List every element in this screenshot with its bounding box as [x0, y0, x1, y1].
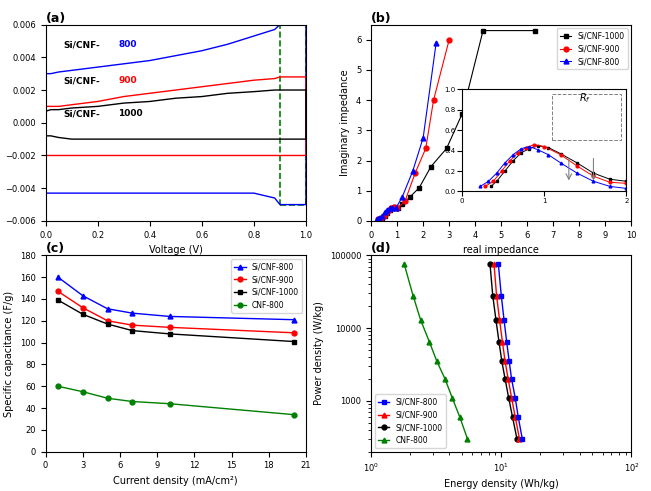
- Si/CNF-1000: [79, 311, 87, 317]
- Line: Si/CNF-1000: Si/CNF-1000: [55, 298, 296, 344]
- SI/CNF-1000: [495, 339, 503, 345]
- SI/CNF-1000: [501, 376, 509, 382]
- Legend: SI/CNF-800, SI/CNF-900, SI/CNF-1000, CNF-800: SI/CNF-800, SI/CNF-900, SI/CNF-1000, CNF…: [375, 394, 446, 448]
- Text: 900: 900: [118, 77, 137, 85]
- X-axis label: Voltage (V): Voltage (V): [149, 245, 202, 255]
- Bar: [280, 25, 306, 205]
- Si/CNF-1000: [128, 327, 136, 333]
- CNF-800: [456, 414, 464, 420]
- CNF-800: [290, 411, 298, 417]
- SI/CNF-800: [508, 376, 516, 382]
- Si/CNF-900: [128, 322, 136, 328]
- CNF-800: [425, 339, 433, 345]
- CNF-800: [433, 358, 441, 364]
- Text: 1000: 1000: [118, 109, 143, 118]
- SI/CNF-1000: [498, 358, 506, 364]
- SI/CNF-900: [505, 376, 512, 382]
- X-axis label: Current density (mA/cm²): Current density (mA/cm²): [113, 476, 238, 486]
- Si/CNF-900: [104, 318, 111, 324]
- SI/CNF-1000: [489, 293, 497, 299]
- Line: CNF-800: CNF-800: [55, 384, 296, 417]
- Line: Si/CNF-900: Si/CNF-900: [55, 289, 296, 335]
- X-axis label: Energy density (Wh/kg): Energy density (Wh/kg): [444, 479, 559, 490]
- SI/CNF-800: [505, 358, 513, 364]
- Line: CNF-800: CNF-800: [402, 262, 470, 441]
- Y-axis label: Power density (W/kg): Power density (W/kg): [314, 301, 324, 406]
- SI/CNF-800: [497, 293, 505, 299]
- SI/CNF-800: [511, 395, 519, 401]
- CNF-800: [449, 395, 456, 401]
- Text: (d): (d): [371, 243, 392, 255]
- Si/CNF-1000: [54, 297, 62, 303]
- Legend: Si/CNF-800, Si/CNF-900, Si/CNF-1000, CNF-800: Si/CNF-800, Si/CNF-900, Si/CNF-1000, CNF…: [231, 259, 302, 313]
- CNF-800: [128, 399, 136, 405]
- SI/CNF-800: [495, 262, 503, 268]
- SI/CNF-900: [493, 293, 501, 299]
- CNF-800: [165, 401, 173, 407]
- SI/CNF-1000: [508, 414, 516, 420]
- Si/CNF-800: [104, 306, 111, 312]
- Line: Si/CNF-800: Si/CNF-800: [55, 274, 296, 322]
- Si/CNF-800: [128, 310, 136, 316]
- Si/CNF-900: [54, 288, 62, 294]
- CNF-800: [464, 436, 471, 442]
- CNF-800: [54, 383, 62, 389]
- Line: SI/CNF-800: SI/CNF-800: [496, 262, 525, 441]
- X-axis label: real impedance: real impedance: [464, 245, 539, 255]
- SI/CNF-800: [514, 414, 522, 420]
- Text: Si/CNF-: Si/CNF-: [64, 77, 100, 85]
- Si/CNF-800: [290, 317, 298, 323]
- CNF-800: [104, 395, 111, 401]
- SI/CNF-1000: [505, 395, 512, 401]
- SI/CNF-800: [503, 339, 510, 345]
- Text: (c): (c): [46, 243, 64, 255]
- Line: SI/CNF-900: SI/CNF-900: [492, 262, 522, 441]
- Si/CNF-1000: [104, 321, 111, 327]
- SI/CNF-1000: [513, 436, 521, 442]
- Si/CNF-800: [54, 274, 62, 280]
- Si/CNF-1000: [165, 331, 173, 337]
- CNF-800: [79, 389, 87, 395]
- Si/CNF-800: [165, 313, 173, 319]
- Text: Si/CNF-: Si/CNF-: [64, 109, 100, 118]
- SI/CNF-900: [501, 358, 509, 364]
- SI/CNF-900: [499, 339, 506, 345]
- SI/CNF-900: [511, 414, 519, 420]
- Si/CNF-900: [79, 305, 87, 311]
- SI/CNF-1000: [492, 317, 500, 323]
- SI/CNF-800: [500, 317, 508, 323]
- Y-axis label: Specific capacitance (F/g): Specific capacitance (F/g): [5, 291, 14, 416]
- CNF-800: [409, 293, 417, 299]
- CNF-800: [417, 317, 424, 323]
- CNF-800: [441, 376, 449, 382]
- SI/CNF-900: [508, 395, 516, 401]
- SI/CNF-1000: [486, 262, 494, 268]
- Text: (a): (a): [46, 12, 66, 25]
- Legend: Si/CNF-1000, Si/CNF-900, Si/CNF-800: Si/CNF-1000, Si/CNF-900, Si/CNF-800: [557, 28, 628, 69]
- Line: SI/CNF-1000: SI/CNF-1000: [488, 262, 519, 441]
- Si/CNF-900: [290, 330, 298, 336]
- Text: 800: 800: [118, 40, 137, 50]
- Text: Si/CNF-: Si/CNF-: [64, 40, 100, 50]
- Y-axis label: Imaginary impedance: Imaginary impedance: [340, 69, 350, 176]
- Si/CNF-900: [165, 325, 173, 330]
- Text: (b): (b): [371, 12, 392, 25]
- SI/CNF-900: [490, 262, 498, 268]
- SI/CNF-900: [495, 317, 503, 323]
- SI/CNF-900: [516, 436, 523, 442]
- CNF-800: [400, 262, 408, 268]
- Si/CNF-1000: [290, 339, 298, 345]
- SI/CNF-800: [518, 436, 526, 442]
- Si/CNF-800: [79, 293, 87, 299]
